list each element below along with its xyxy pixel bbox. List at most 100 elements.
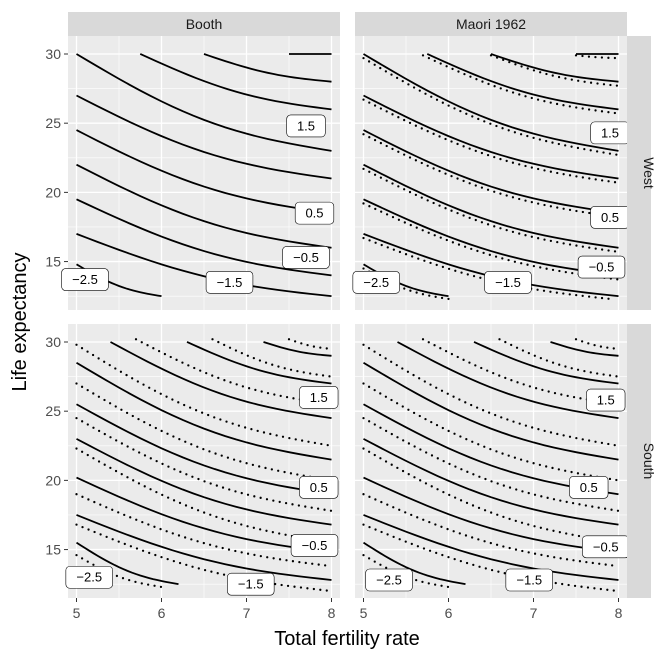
contour-label-box <box>65 565 113 589</box>
contour-label-box <box>586 388 626 412</box>
contour-line-solid <box>110 341 332 419</box>
contour-label-text: −2.5 <box>76 570 102 585</box>
contour-line-dotted <box>75 343 333 447</box>
contour-label-text: −0.5 <box>293 250 319 265</box>
contour-line-dotted <box>489 54 620 87</box>
contour-line-dotted <box>421 338 620 406</box>
contour-label-text: −1.5 <box>238 577 264 592</box>
contour-line-dotted <box>362 56 620 157</box>
strip-column-booth: Booth <box>68 12 340 36</box>
axes-layer: 5 6 7 8 5 6 7 8 15 20 25 30 15 20 25 30 <box>45 46 622 621</box>
contour-label-box <box>294 201 335 225</box>
contour-label: 1.5 <box>590 121 630 145</box>
contour-label: 1.5 <box>299 386 339 409</box>
contour-label-box <box>227 572 275 596</box>
contour-label: 1.5 <box>286 114 326 138</box>
contour-line-solid <box>363 361 619 461</box>
contour-label: −2.5 <box>365 568 413 592</box>
strip-row-south: South <box>627 324 657 598</box>
contour-label-text: −2.5 <box>376 573 402 588</box>
y-tick-label: 20 <box>45 472 61 488</box>
contour-line-solid <box>76 163 332 249</box>
x-tick-label: 8 <box>615 605 623 621</box>
contour-line-dotted <box>211 338 333 378</box>
contour-label-box <box>282 246 330 269</box>
contour-line-solid <box>473 341 619 385</box>
contour-label: 1.5 <box>586 388 626 412</box>
x-tick-label: 5 <box>73 605 81 621</box>
y-axis-title: Life expectancy <box>9 253 31 392</box>
contour-line-dotted <box>75 382 333 482</box>
contour-label: −0.5 <box>577 255 626 279</box>
strips-layer: Booth Maori 1962 West South <box>68 12 657 598</box>
contour-label-box <box>205 271 254 294</box>
contour-line-solid <box>186 341 332 385</box>
contour-label: −1.5 <box>227 572 275 596</box>
contour-line-dotted <box>362 343 620 447</box>
contour-line-solid <box>426 53 619 111</box>
x-tick-label: 5 <box>360 605 368 621</box>
contour-line-dotted <box>362 493 620 568</box>
contour-label-text: −1.5 <box>516 573 542 588</box>
contour-label: 0.5 <box>299 475 339 499</box>
contour-line-dotted <box>287 338 333 351</box>
contour-label-text: 1.5 <box>310 390 328 405</box>
contour-label-text: 0.5 <box>310 480 328 495</box>
contour-line-dotted <box>498 338 620 378</box>
y-tick-label: 15 <box>45 254 61 270</box>
contour-line-solid <box>397 341 619 419</box>
contour-label: −1.5 <box>505 568 553 592</box>
contour-label: 0.5 <box>569 475 609 499</box>
y-tick-label: 30 <box>45 46 61 62</box>
contour-label: −0.5 <box>290 534 339 557</box>
contour-line-dotted <box>75 523 333 593</box>
contour-label-box <box>299 475 339 499</box>
contour-label-text: −2.5 <box>363 275 389 290</box>
contour-label: −0.5 <box>582 535 630 559</box>
contour-line-dotted <box>362 167 620 254</box>
contour-line-solid <box>363 94 619 180</box>
contour-line-solid <box>76 403 332 496</box>
contour-label-text: −2.5 <box>72 272 98 287</box>
panel-booth-south: −2.5 −1.5 −0.5 0.5 1.5 <box>65 324 340 598</box>
contour-line-solid <box>139 53 332 111</box>
contour-line-solid <box>550 341 619 357</box>
contour-label-text: −1.5 <box>217 275 243 290</box>
contour-line-solid <box>363 129 619 215</box>
contour-label: −2.5 <box>61 268 109 291</box>
contour-label: 0.5 <box>294 201 335 225</box>
contour-label-text: −0.5 <box>302 538 328 553</box>
strip-label: South <box>641 443 657 480</box>
contour-label-box <box>61 268 109 291</box>
contour-label-box <box>299 386 339 409</box>
contour-line-solid <box>363 476 619 554</box>
y-tick-label: 15 <box>45 542 61 558</box>
strip-background <box>68 12 340 36</box>
contour-line-solid <box>363 53 619 152</box>
contour-label-box <box>505 568 553 592</box>
contour-label: −1.5 <box>205 271 254 294</box>
contour-label: 0.5 <box>590 205 630 229</box>
contour-label-box <box>286 114 326 138</box>
contour-line-dotted <box>574 338 620 351</box>
contour-line-solid <box>76 361 332 461</box>
x-tick-label: 8 <box>328 605 336 621</box>
contour-line-dotted <box>75 493 333 568</box>
x-tick-label: 6 <box>445 605 453 621</box>
panels-layer: −2.5 −1.5−0.50.51.5−2.5 −1.5−0.50.51.5−2.5… <box>61 36 630 598</box>
strip-label: West <box>641 157 657 189</box>
contour-line-solid <box>76 198 332 277</box>
contour-label-text: 0.5 <box>580 480 598 495</box>
strip-label: Booth <box>186 16 223 32</box>
contour-label-text: −1.5 <box>495 275 521 290</box>
contour-line-solid <box>203 53 332 83</box>
contour-line-solid <box>490 53 619 83</box>
strip-background <box>627 324 651 598</box>
x-axis-title: Total fertility rate <box>274 628 420 650</box>
contour-line-solid <box>76 514 332 581</box>
contour-line-dotted <box>362 523 620 593</box>
contour-line-solid <box>76 438 332 526</box>
contour-line-solid <box>76 233 332 298</box>
contour-label-text: 0.5 <box>305 206 323 221</box>
